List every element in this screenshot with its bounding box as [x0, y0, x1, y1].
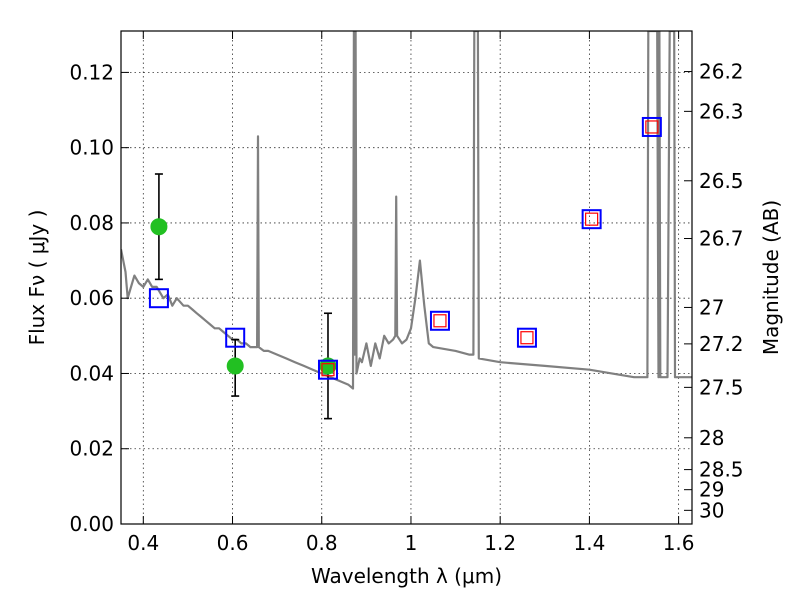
mag-tick-label: 26.7: [699, 227, 744, 251]
synthetic-photometry-point: [520, 331, 534, 345]
x-tick-label: 1.2: [484, 531, 516, 555]
mag-tick-label: 27.5: [699, 375, 744, 399]
observed-point: [150, 218, 168, 236]
grid: [121, 31, 692, 524]
mag-tick-label: 28: [699, 426, 724, 450]
model-photometry-point: [225, 327, 246, 348]
y-tick-label: 0.06: [69, 286, 114, 310]
x-tick-label: 0.6: [217, 531, 249, 555]
y-axis-title: Flux Fν ( μJy ): [25, 210, 49, 346]
y-tick-label: 0.04: [69, 361, 114, 385]
x-tick-label: 1.4: [573, 531, 605, 555]
synthetic-photometry-point: [585, 212, 599, 226]
mag-tick-label: 26.3: [699, 99, 744, 123]
synthetic-photometry-point: [433, 314, 447, 328]
plot-area: [121, 31, 692, 420]
axis-ticks: 0.4 0.6 0.8 1 1.2 1.4 1.6 0.00 0.02 0.04 0.06 0.08 0…: [69, 31, 744, 555]
y-tick-label: 0.02: [69, 437, 114, 461]
x-tick-label: 1.6: [663, 531, 695, 555]
sed-model-line: [121, 31, 692, 390]
x-axis-title: Wavelength λ (μm): [311, 564, 502, 588]
observed-point: [226, 357, 244, 375]
model-photometry-point: [516, 327, 537, 348]
mag-tick-label: 30: [699, 498, 724, 522]
x-tick-label: 1: [405, 531, 418, 555]
synthetic-photometry-point: [321, 363, 335, 377]
y-tick-label: 0.08: [69, 211, 114, 235]
plot-frame: [120, 30, 693, 525]
x-tick-label: 0.4: [127, 531, 159, 555]
mag-tick-label: 27: [699, 295, 724, 319]
model-photometry-point: [581, 209, 602, 230]
mag-tick-label: 28.5: [699, 458, 744, 482]
model-photometry-point: [429, 310, 450, 331]
model-photometry-point: [641, 116, 662, 137]
y2-axis-title: Magnitude (AB): [759, 200, 783, 355]
mag-tick-label: 26.5: [699, 169, 744, 193]
synthetic-photometry-point: [645, 120, 659, 134]
y-tick-label: 0.00: [69, 512, 114, 536]
y-tick-label: 0.12: [69, 60, 114, 84]
x-tick-label: 0.8: [306, 531, 338, 555]
model-photometry-point: [148, 288, 169, 309]
mag-tick-label: 26.2: [699, 60, 744, 84]
mag-tick-label: 29: [699, 478, 724, 502]
y-tick-label: 0.10: [69, 136, 114, 160]
model-photometry-point: [317, 359, 338, 380]
mag-tick-label: 27.2: [699, 332, 744, 356]
